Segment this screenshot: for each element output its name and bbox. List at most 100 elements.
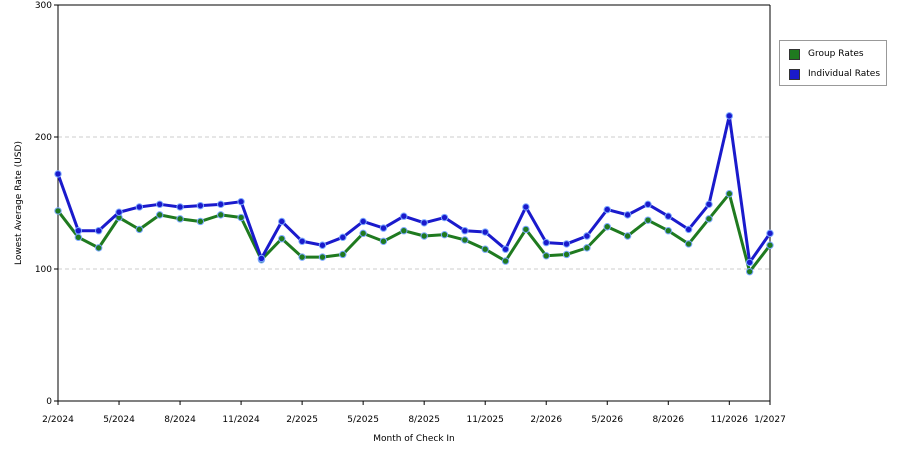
- data-point: [359, 229, 367, 238]
- series-1: [54, 112, 774, 267]
- data-point: [94, 227, 103, 235]
- data-point: [278, 217, 286, 226]
- data-point: [481, 245, 489, 253]
- legend-swatch-individual: [789, 68, 800, 80]
- data-point: [400, 212, 408, 220]
- data-point: [298, 237, 306, 245]
- data-point: [745, 267, 754, 276]
- data-point: [583, 244, 591, 252]
- data-point: [644, 216, 652, 224]
- x-tick-label: 5/2025: [347, 415, 379, 425]
- gridlines: [58, 136, 770, 270]
- data-point: [766, 229, 774, 238]
- data-point: [196, 217, 205, 226]
- data-point: [420, 219, 428, 227]
- y-axis-title: Lowest Average Rate (USD): [14, 141, 24, 265]
- series-0: [54, 190, 774, 276]
- data-point: [339, 250, 347, 259]
- x-tick-label: 11/2024: [222, 415, 260, 425]
- data-point: [156, 200, 164, 209]
- data-point: [501, 257, 510, 265]
- x-tick-label: 8/2026: [652, 415, 684, 425]
- series-layer: [54, 112, 774, 276]
- data-point: [298, 253, 306, 261]
- legend: Group Rates Individual Rates: [779, 40, 887, 86]
- data-point: [664, 212, 672, 220]
- data-point: [237, 197, 245, 206]
- data-point: [440, 213, 449, 222]
- data-point: [257, 254, 266, 263]
- data-point: [339, 233, 347, 242]
- y-axis-ticks: 0 100 200 300: [35, 1, 58, 407]
- data-point: [603, 205, 611, 214]
- data-point: [115, 208, 123, 216]
- data-point: [379, 224, 388, 232]
- data-point: [501, 245, 510, 253]
- x-tick-label: 8/2024: [164, 415, 196, 425]
- x-tick-label: 11/2026: [711, 415, 749, 425]
- y-tick-label: 200: [35, 133, 52, 143]
- data-point: [603, 223, 611, 231]
- data-point: [766, 241, 774, 249]
- legend-label-individual: Individual Rates: [808, 69, 881, 79]
- data-point: [542, 238, 550, 247]
- data-point: [135, 225, 144, 234]
- data-point: [94, 244, 103, 252]
- data-point: [522, 225, 530, 234]
- data-point: [623, 232, 632, 240]
- data-point: [278, 234, 286, 243]
- data-point: [135, 203, 144, 211]
- data-point: [379, 237, 388, 245]
- legend-item-individual: Individual Rates: [789, 67, 880, 81]
- data-point: [217, 200, 225, 209]
- data-point: [196, 201, 205, 210]
- legend-label-group: Group Rates: [808, 49, 864, 59]
- x-tick-label: 2/2026: [530, 415, 562, 425]
- x-tick-label: 8/2025: [408, 415, 440, 425]
- data-point: [562, 250, 571, 259]
- data-point: [623, 211, 632, 219]
- data-point: [481, 228, 489, 236]
- data-point: [74, 233, 83, 242]
- x-axis-title: Month of Check In: [373, 434, 455, 444]
- data-point: [440, 230, 449, 239]
- data-point: [400, 227, 408, 235]
- x-tick-label: 1/2027: [754, 415, 786, 425]
- data-point: [725, 112, 734, 120]
- data-point: [461, 236, 469, 244]
- data-point: [54, 170, 62, 178]
- data-point: [318, 253, 327, 261]
- data-point: [684, 240, 693, 248]
- data-point: [542, 252, 550, 260]
- x-tick-label: 2/2024: [42, 415, 74, 425]
- y-tick-label: 300: [35, 1, 52, 11]
- data-point: [522, 203, 530, 211]
- x-tick-label: 5/2024: [103, 415, 135, 425]
- data-point: [237, 213, 245, 222]
- x-tick-label: 5/2026: [591, 415, 623, 425]
- x-tick-label: 11/2025: [467, 415, 504, 425]
- data-point: [74, 227, 83, 235]
- axes: [57, 4, 771, 402]
- x-axis-ticks: 2/2024 5/2024 8/2024 11/2024 2/2025 5/2025 8/2…: [42, 401, 786, 425]
- data-point: [725, 190, 734, 198]
- data-point: [745, 258, 754, 267]
- data-point: [562, 240, 571, 248]
- data-point: [461, 227, 469, 235]
- data-point: [217, 211, 225, 219]
- y-tick-label: 100: [35, 265, 52, 275]
- data-point: [644, 200, 652, 209]
- data-point: [684, 225, 693, 234]
- data-point: [156, 211, 164, 219]
- data-point: [664, 227, 672, 235]
- y-tick-label: 0: [46, 397, 52, 407]
- legend-swatch-group: [789, 48, 800, 60]
- data-point: [176, 203, 184, 211]
- data-point: [359, 217, 367, 226]
- legend-item-group: Group Rates: [789, 47, 864, 61]
- series-line: [56, 114, 772, 264]
- data-point: [54, 207, 62, 215]
- data-point: [583, 232, 591, 240]
- data-point: [420, 232, 428, 240]
